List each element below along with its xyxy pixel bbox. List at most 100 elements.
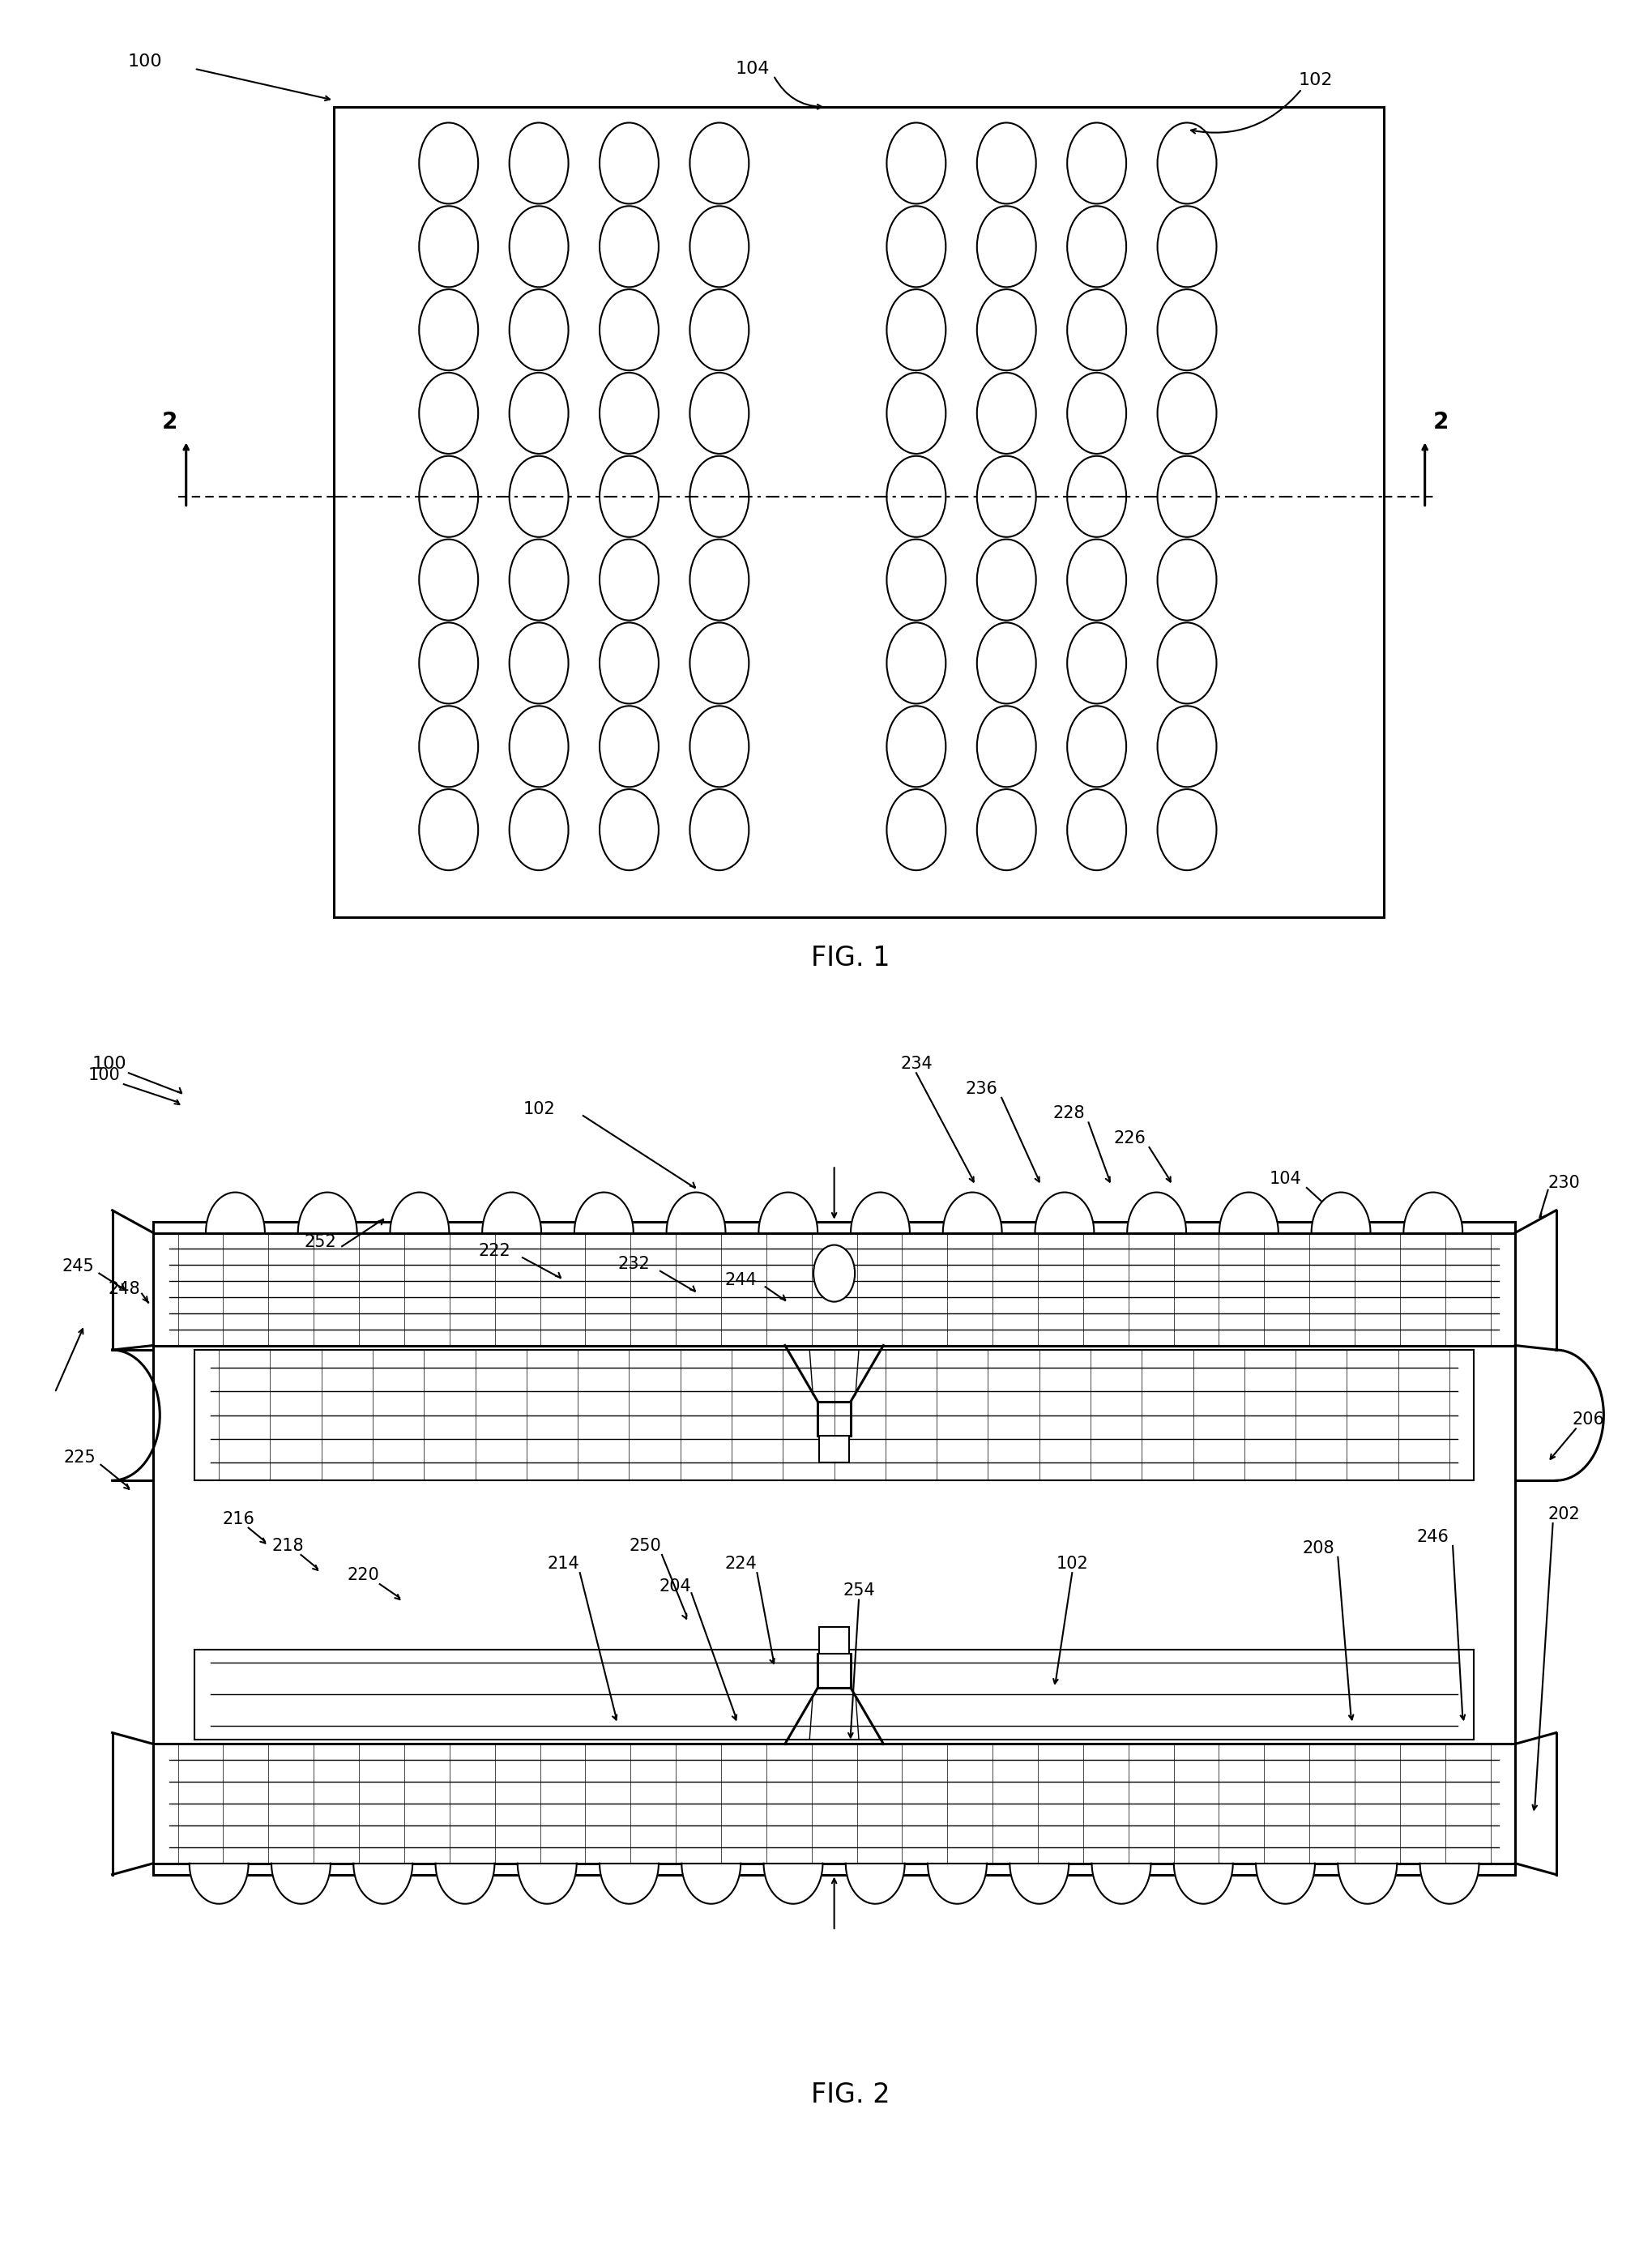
Polygon shape	[1219, 1193, 1279, 1233]
Text: 216: 216	[223, 1512, 254, 1528]
Circle shape	[509, 455, 568, 536]
Text: 100: 100	[93, 1057, 126, 1073]
Circle shape	[1158, 622, 1216, 704]
Text: 206: 206	[1573, 1412, 1604, 1428]
Polygon shape	[1404, 1193, 1462, 1233]
Circle shape	[600, 455, 659, 536]
Circle shape	[420, 455, 477, 536]
Circle shape	[976, 539, 1036, 620]
Polygon shape	[190, 1862, 248, 1903]
Text: 234: 234	[900, 1057, 932, 1073]
Polygon shape	[1009, 1862, 1069, 1903]
Polygon shape	[1421, 1862, 1479, 1903]
Text: 100: 100	[88, 1068, 121, 1084]
Text: 104: 104	[735, 61, 770, 77]
Text: FIG. 2: FIG. 2	[811, 2082, 890, 2109]
Polygon shape	[390, 1193, 449, 1233]
Circle shape	[691, 373, 748, 453]
Circle shape	[1067, 622, 1127, 704]
Circle shape	[691, 122, 748, 204]
Circle shape	[887, 290, 947, 371]
Circle shape	[1158, 206, 1216, 287]
Polygon shape	[297, 1193, 357, 1233]
Circle shape	[887, 122, 947, 204]
Text: 252: 252	[304, 1233, 337, 1249]
Text: 244: 244	[725, 1272, 757, 1288]
Circle shape	[691, 455, 748, 536]
Circle shape	[1158, 706, 1216, 788]
Circle shape	[1067, 206, 1127, 287]
Circle shape	[1158, 539, 1216, 620]
Circle shape	[1067, 290, 1127, 371]
Circle shape	[887, 622, 947, 704]
Circle shape	[420, 539, 477, 620]
Circle shape	[691, 706, 748, 788]
Text: 102: 102	[1298, 72, 1333, 88]
Text: 100: 100	[127, 54, 162, 70]
Circle shape	[976, 206, 1036, 287]
Circle shape	[600, 622, 659, 704]
Polygon shape	[600, 1862, 659, 1903]
Polygon shape	[354, 1862, 413, 1903]
Circle shape	[600, 290, 659, 371]
Circle shape	[509, 706, 568, 788]
Circle shape	[887, 455, 947, 536]
Circle shape	[1158, 455, 1216, 536]
Text: 222: 222	[479, 1242, 510, 1258]
Circle shape	[887, 206, 947, 287]
Circle shape	[691, 790, 748, 871]
Text: 204: 204	[659, 1577, 691, 1595]
Polygon shape	[1036, 1193, 1094, 1233]
Circle shape	[1067, 373, 1127, 453]
Polygon shape	[846, 1862, 905, 1903]
Polygon shape	[1256, 1862, 1315, 1903]
Circle shape	[976, 706, 1036, 788]
Circle shape	[420, 122, 477, 204]
Circle shape	[887, 539, 947, 620]
Circle shape	[691, 539, 748, 620]
Circle shape	[600, 790, 659, 871]
Circle shape	[691, 206, 748, 287]
Circle shape	[976, 455, 1036, 536]
Text: 224: 224	[725, 1555, 757, 1573]
Circle shape	[1158, 290, 1216, 371]
Text: 102: 102	[1056, 1555, 1089, 1573]
Text: 102: 102	[522, 1100, 555, 1118]
Circle shape	[887, 373, 947, 453]
Circle shape	[600, 706, 659, 788]
Polygon shape	[1127, 1193, 1186, 1233]
Circle shape	[600, 206, 659, 287]
Circle shape	[976, 122, 1036, 204]
Polygon shape	[436, 1862, 494, 1903]
Polygon shape	[682, 1862, 740, 1903]
Circle shape	[1067, 122, 1127, 204]
Circle shape	[691, 622, 748, 704]
Polygon shape	[575, 1193, 633, 1233]
Circle shape	[509, 122, 568, 204]
Text: 248: 248	[107, 1281, 140, 1297]
Text: FIG. 1: FIG. 1	[811, 944, 890, 971]
Circle shape	[1158, 373, 1216, 453]
Text: 214: 214	[547, 1555, 580, 1573]
Polygon shape	[943, 1193, 1003, 1233]
Circle shape	[1158, 790, 1216, 871]
Circle shape	[887, 790, 947, 871]
Text: 232: 232	[618, 1256, 651, 1272]
Text: 246: 246	[1417, 1530, 1449, 1546]
Circle shape	[887, 706, 947, 788]
Circle shape	[976, 790, 1036, 871]
Polygon shape	[1312, 1193, 1371, 1233]
Circle shape	[509, 790, 568, 871]
Circle shape	[1067, 790, 1127, 871]
Circle shape	[420, 206, 477, 287]
Bar	[334, 106, 1384, 917]
Circle shape	[1067, 706, 1127, 788]
Circle shape	[600, 122, 659, 204]
Polygon shape	[206, 1193, 264, 1233]
Polygon shape	[1092, 1862, 1151, 1903]
Polygon shape	[271, 1862, 330, 1903]
Circle shape	[420, 373, 477, 453]
Circle shape	[691, 290, 748, 371]
Polygon shape	[666, 1193, 725, 1233]
Text: 228: 228	[1052, 1104, 1085, 1122]
